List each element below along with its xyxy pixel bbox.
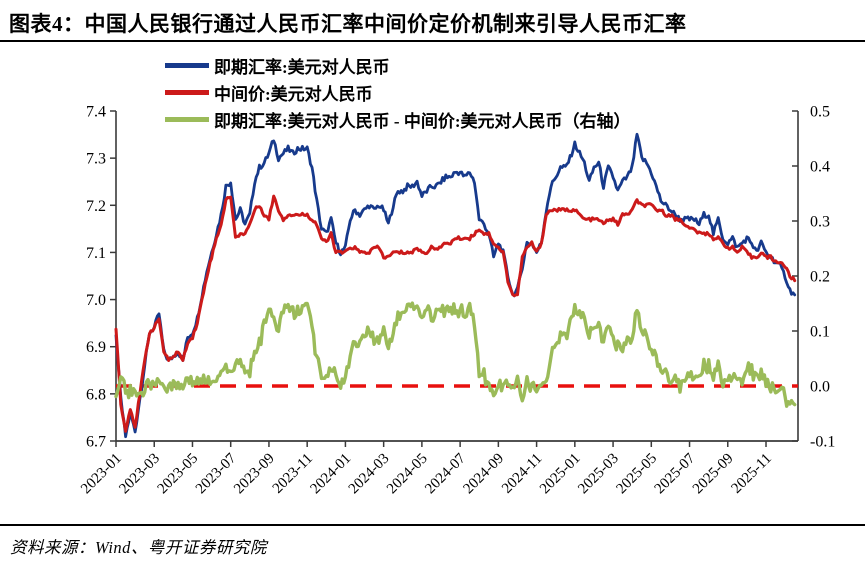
legend-label-fixing: 中间价:美元对人民币 [214, 85, 373, 104]
left-axis-tick-label: 6.7 [86, 434, 106, 451]
x-axis-tick-label: 2024-05 [384, 451, 431, 498]
spread-line-swatch [165, 117, 209, 122]
left-axis-tick-label: 7.4 [86, 104, 106, 121]
right-axis-tick-label: 0.0 [810, 379, 830, 396]
chart-legend: 即期汇率:美元对人民币 中间价:美元对人民币 即期汇率:美元对人民币 - 中间价… [165, 52, 630, 133]
source-divider [0, 524, 865, 526]
right-axis-tick-label: 0.3 [810, 214, 830, 231]
right-axis-tick-label: 0.5 [810, 104, 830, 121]
left-axis-tick-label: 6.8 [86, 386, 106, 403]
x-axis-tick-label: 2025-11 [729, 451, 775, 497]
spot-line [114, 132, 797, 439]
left-axis-tick-label: 7.2 [86, 198, 106, 215]
x-axis-tick-label: 2024-09 [461, 451, 508, 498]
right-axis-tick-label: 0.4 [810, 159, 830, 176]
x-axis-tick-label: 2023-05 [155, 451, 202, 498]
x-axis-tick-label: 2023-03 [116, 451, 163, 498]
x-axis-tick-label: 2025-01 [537, 451, 584, 498]
spot-line-swatch [165, 63, 209, 68]
spread-line [114, 301, 797, 408]
right-axis-tick-label: 0.2 [810, 269, 830, 286]
legend-label-spot: 即期汇率:美元对人民币 [214, 58, 390, 77]
right-axis-tick-label: 0.1 [810, 324, 830, 341]
x-axis-tick-label: 2024-01 [308, 451, 355, 498]
left-axis-tick-label: 7.3 [86, 151, 106, 168]
legend-label-spread: 即期汇率:美元对人民币 - 中间价:美元对人民币（右轴） [214, 112, 631, 131]
left-axis-tick-label: 7.0 [86, 292, 106, 309]
x-axis-tick-label: 2023-07 [193, 450, 240, 497]
legend-item-spot: 即期汇率:美元对人民币 [165, 52, 630, 79]
right-axis-tick-label: -0.1 [810, 434, 835, 451]
fixing-line [114, 194, 797, 433]
x-axis-tick-label: 2023-11 [270, 451, 316, 497]
fixing-line-swatch [165, 90, 209, 95]
left-axis-tick-label: 6.9 [86, 339, 106, 356]
left-axis-tick-label: 7.1 [86, 245, 106, 262]
x-axis-tick-label: 2023-09 [231, 451, 278, 498]
x-axis-tick-label: 2025-05 [613, 451, 660, 498]
x-axis-tick-label: 2025-07 [652, 450, 699, 497]
legend-item-spread: 即期汇率:美元对人民币 - 中间价:美元对人民币（右轴） [165, 106, 630, 133]
figure-title: 图表4：中国人民银行通过人民币汇率中间价定价机制来引导人民币汇率 [9, 12, 687, 36]
legend-item-fixing: 中间价:美元对人民币 [165, 79, 630, 106]
x-axis-tick-label: 2025-03 [575, 451, 622, 498]
source-text: 资料来源：Wind、粤开证券研究院 [10, 538, 267, 557]
title-divider [0, 40, 865, 42]
x-axis-tick-label: 2024-03 [346, 451, 393, 498]
x-axis-tick-label: 2023-01 [78, 451, 125, 498]
x-axis-tick-label: 2025-09 [690, 451, 737, 498]
x-axis-tick-label: 2024-11 [499, 451, 545, 497]
x-axis-tick-label: 2024-07 [422, 450, 469, 497]
